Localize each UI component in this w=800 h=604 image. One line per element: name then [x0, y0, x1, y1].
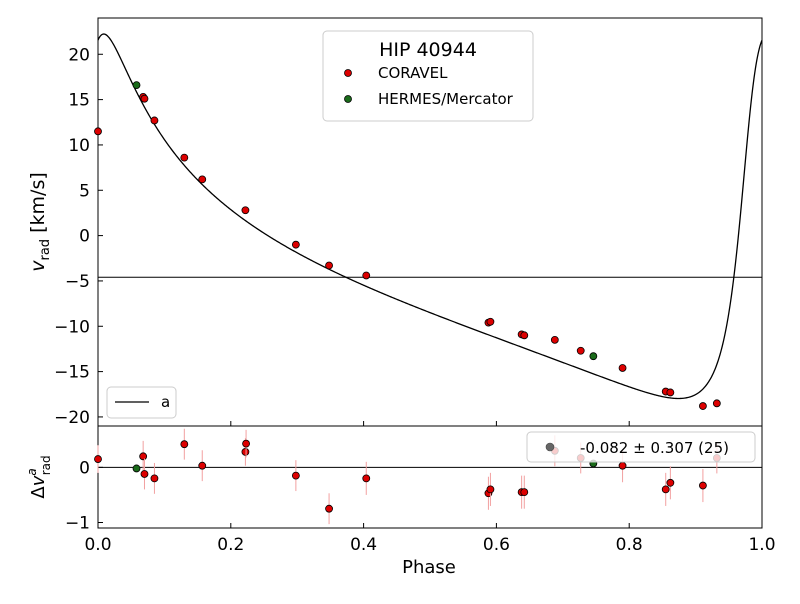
phase-x-tick-label: 1.0: [748, 535, 775, 555]
chart-title: HIP 40944: [379, 39, 477, 61]
residual-point-coravel: [242, 439, 250, 448]
residual-point-coravel: [520, 488, 529, 497]
rv-point-coravel: [666, 388, 675, 397]
rv-point-coravel: [576, 346, 585, 355]
rv-point-hermes-mercator: [132, 81, 141, 89]
residual-point-coravel: [325, 504, 333, 513]
residual-point-coravel: [139, 452, 148, 461]
rv-y-tick-label: −10: [54, 317, 90, 337]
residual-stats-text: -0.082 ± 0.307 (25): [580, 439, 729, 457]
legend-marker-hermes: [344, 95, 352, 103]
rv-point-coravel: [241, 206, 250, 215]
rv-point-coravel: [94, 127, 102, 136]
phase-x-tick-label: 0.0: [84, 535, 111, 555]
residual-point-coravel: [241, 448, 250, 456]
residual-panel: 0 −1 0.0 0.2 0.4 0.6 0.8 1.0 Δvarad Phase -0.0…: [25, 425, 776, 578]
residual-stats-box: [526, 431, 756, 463]
residual-point-coravel: [362, 474, 371, 483]
phase-x-tick-label: 0.2: [217, 535, 244, 555]
rv-point-coravel: [550, 335, 559, 344]
residual-point-coravel: [291, 471, 300, 480]
rv-y-tick-label: −5: [65, 272, 90, 292]
x-axis-label: Phase: [402, 557, 456, 578]
phase-x-ticks: 0.0 0.2 0.4 0.6 0.8 1.0: [84, 523, 776, 555]
residual-point-coravel: [150, 474, 159, 483]
rv-point-coravel: [140, 94, 149, 103]
rv-point-coravel: [180, 153, 189, 162]
rv-y-tick-label: 15: [68, 91, 90, 111]
residual-y-tick-label: −1: [65, 513, 90, 533]
instrument-legend: HIP 40944 CORAVEL HERMES/Mercator: [322, 30, 534, 122]
rv-point-coravel: [198, 175, 207, 184]
rv-point-coravel: [362, 271, 371, 280]
residual-y-tick-label: 0: [79, 458, 90, 478]
phase-x-tick-label: 0.4: [350, 535, 377, 555]
legend-label-coravel: CORAVEL: [378, 64, 448, 82]
rv-panel: 20 15 10 5 0 −5 −10 −15 −20 vrad [km/s] HIP 4094…: [27, 17, 763, 428]
residual-point-coravel: [486, 485, 495, 494]
rv-point-coravel: [486, 317, 495, 326]
orbit-model-curve: [97, 33, 763, 400]
legend-marker-coravel: [344, 69, 352, 77]
residual-y-ticks: 0 −1: [65, 458, 103, 533]
legend-label-hermes: HERMES/Mercator: [378, 90, 514, 108]
rv-y-axis-label: vrad [km/s]: [27, 172, 53, 272]
rv-y-tick-label: −15: [54, 363, 90, 383]
rv-point-coravel: [291, 240, 300, 249]
rv-point-coravel: [325, 261, 333, 270]
rv-y-tick-label: 20: [68, 45, 90, 65]
rv-y-tick-label: −20: [54, 408, 90, 428]
residual-point-coravel: [661, 485, 670, 494]
rv-data-points: [94, 81, 721, 410]
residual-panel-frame: [97, 425, 763, 529]
residual-y-axis-label: Δvarad: [25, 455, 53, 498]
rv-y-ticks: 20 15 10 5 0 −5 −10 −15 −20: [54, 45, 763, 428]
rv-point-hermes-mercator: [589, 352, 598, 361]
residual-point-coravel: [180, 440, 189, 449]
residual-point-coravel: [618, 461, 627, 470]
rv-point-coravel: [150, 116, 159, 125]
rv-y-tick-label: 10: [68, 136, 90, 156]
rv-point-coravel: [618, 364, 627, 372]
residual-point-coravel: [198, 461, 207, 470]
rv-y-tick-label: 5: [79, 181, 90, 201]
legend-label-a: a: [161, 393, 170, 411]
residual-stats-legend: -0.082 ± 0.307 (25): [526, 431, 756, 463]
phase-x-tick-label: 0.6: [483, 535, 510, 555]
instrument-legend-box: [322, 30, 534, 122]
residual-point-coravel: [94, 455, 102, 463]
rv-point-coravel: [699, 402, 707, 410]
residual-point-coravel: [666, 478, 675, 487]
stats-marker: [545, 442, 555, 452]
rv-y-tick-label: 0: [79, 227, 90, 247]
model-legend: a: [106, 386, 177, 419]
phase-x-tick-label: 0.8: [616, 535, 643, 555]
rv-point-coravel: [520, 331, 529, 340]
residual-point-coravel: [140, 470, 149, 478]
residual-point-coravel: [699, 481, 707, 490]
rv-point-coravel: [712, 399, 721, 408]
residual-point-hermes-mercator: [132, 464, 141, 473]
